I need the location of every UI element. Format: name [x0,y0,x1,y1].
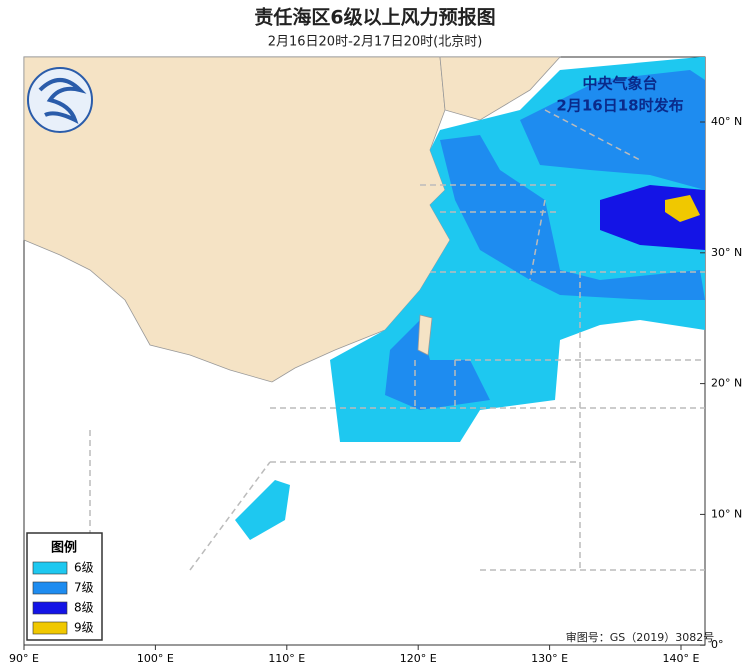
legend-label: 7级 [74,581,94,595]
legend-title: 图例 [51,540,77,556]
lat-label: 10° N [711,507,742,520]
legend-swatch [32,621,68,635]
lon-label: 90° E [9,652,39,665]
credit: 审图号：GS（2019）3082号 [566,630,715,644]
legend-swatch [32,561,68,575]
wind-area-7 [520,70,705,190]
lat-label: 40° N [711,115,742,128]
map-body [23,56,705,640]
issue-time: 2月16日18时发布 [556,97,683,115]
title: 责任海区6级以上风力预报图 [254,6,495,29]
legend: 图例 6级 7级 8级 9级 [26,532,103,641]
legend-swatch [32,601,68,615]
legend-swatch [32,581,68,595]
subtitle: 2月16日20时-2月17日20时(北京时) [268,35,483,50]
lat-label: 20° N [711,377,742,390]
lon-label: 100° E [137,652,174,665]
legend-label: 6级 [74,561,94,575]
lon-label: 120° E [400,652,437,665]
lon-label: 110° E [268,652,305,665]
land-north [439,56,561,121]
wind-area-6 [235,480,290,540]
land-china [23,56,451,383]
wind-area-7 [440,135,705,300]
lon-label: 140° E [663,652,700,665]
legend-label: 8级 [74,601,94,615]
lat-label: 30° N [711,246,742,259]
agency-logo [27,67,93,133]
land-taiwan [417,314,433,356]
lat-label: 0° [711,638,724,651]
legend-label: 9级 [74,621,94,635]
wind-area-7 [385,320,490,410]
wind-area-9 [665,195,700,222]
agency: 中央气象台 [582,75,657,93]
lon-label: 130° E [531,652,568,665]
